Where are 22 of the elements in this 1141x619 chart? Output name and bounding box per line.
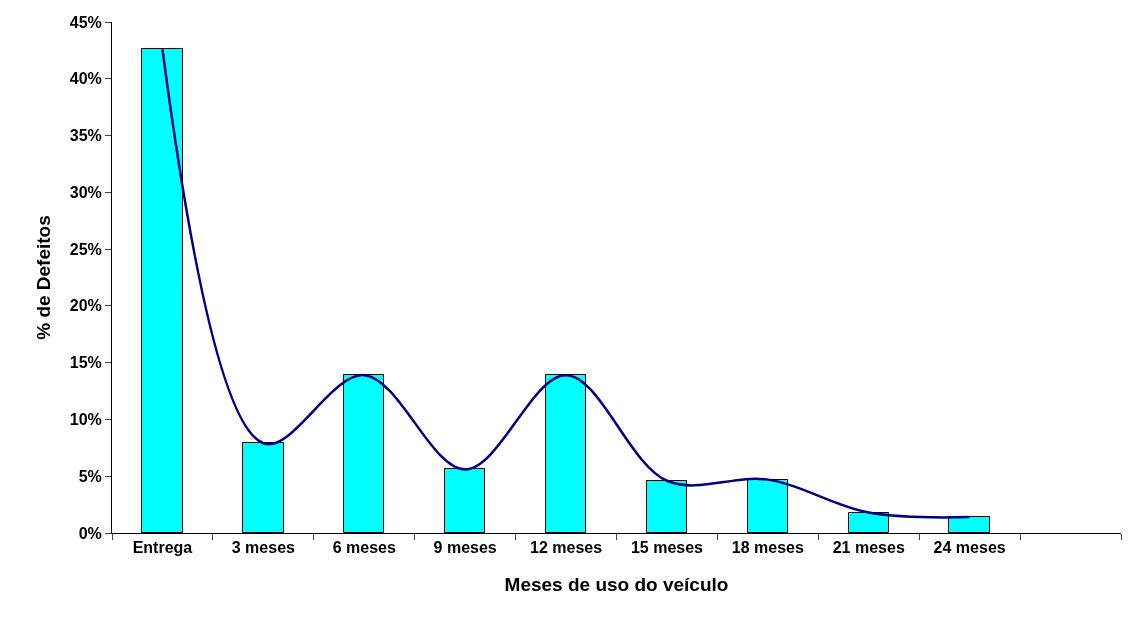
x-tick-label: 3 meses	[231, 539, 296, 557]
y-tick-label: 15%	[69, 354, 102, 372]
y-tick-label: 35%	[69, 127, 102, 145]
x-tick-label: Entrega	[132, 539, 193, 557]
y-tick-label: 45%	[69, 13, 102, 31]
x-tick-label: 24 meses	[933, 539, 1006, 557]
x-tick-label: 15 meses	[630, 539, 704, 557]
y-tick-label: 25%	[69, 240, 102, 258]
y-tick-label: 40%	[69, 70, 102, 88]
y-tick-label: 20%	[69, 297, 102, 315]
y-tick-label: 0%	[78, 524, 102, 542]
x-tick-label: 9 meses	[433, 539, 497, 557]
line-series	[161, 48, 971, 519]
x-tick-label: 6 meses	[332, 539, 396, 557]
x-tick-label: 12 meses	[530, 539, 603, 557]
x-axis-title: Meses de uso do veículo	[504, 574, 729, 595]
y-tick-label: 5%	[78, 467, 102, 485]
x-tick-label: 21 meses	[832, 539, 905, 557]
y-tick-label: 10%	[69, 411, 102, 429]
y-tick-label: 30%	[69, 183, 102, 201]
y-axis-title: % de Defeitos	[32, 215, 54, 340]
x-tick-label: 18 meses	[731, 539, 804, 557]
